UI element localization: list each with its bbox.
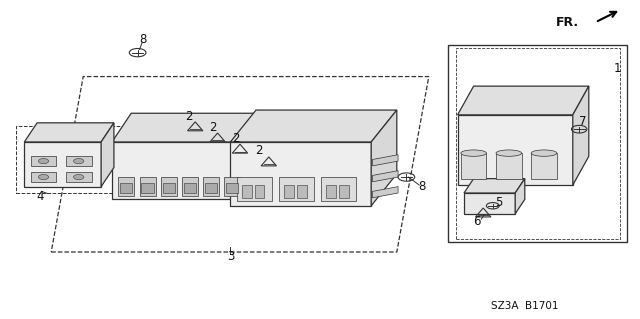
Bar: [226, 183, 238, 193]
Bar: [461, 153, 486, 179]
Bar: [242, 185, 252, 198]
Text: 3: 3: [227, 250, 234, 263]
Bar: [66, 156, 92, 166]
Text: 8: 8: [140, 33, 147, 46]
Polygon shape: [101, 123, 114, 187]
Text: 2: 2: [232, 132, 239, 145]
Bar: [255, 185, 264, 198]
Ellipse shape: [461, 150, 486, 156]
Text: FR.: FR.: [556, 16, 579, 29]
Polygon shape: [112, 113, 272, 142]
Polygon shape: [372, 155, 398, 166]
Polygon shape: [371, 110, 397, 206]
Polygon shape: [230, 110, 397, 142]
Bar: [141, 183, 154, 193]
Bar: [16, 126, 122, 193]
Circle shape: [38, 174, 49, 180]
Polygon shape: [464, 179, 525, 193]
Bar: [326, 185, 336, 198]
Circle shape: [74, 159, 84, 164]
Bar: [456, 48, 620, 239]
Bar: [118, 177, 134, 196]
Bar: [321, 177, 356, 201]
Bar: [284, 185, 294, 198]
Bar: [163, 183, 175, 193]
Bar: [31, 172, 56, 182]
Text: 2: 2: [209, 121, 216, 134]
Bar: [66, 172, 92, 182]
Text: 7: 7: [579, 115, 586, 128]
Bar: [31, 156, 56, 166]
Bar: [224, 177, 240, 196]
Polygon shape: [372, 187, 398, 198]
Bar: [184, 183, 196, 193]
Bar: [448, 45, 627, 242]
Bar: [203, 177, 219, 196]
Circle shape: [38, 159, 49, 164]
Polygon shape: [458, 86, 589, 115]
Polygon shape: [464, 193, 515, 214]
Text: SZ3A  B1701: SZ3A B1701: [491, 301, 559, 311]
Polygon shape: [515, 179, 525, 214]
Bar: [205, 183, 217, 193]
Text: 8: 8: [419, 180, 426, 193]
Bar: [531, 153, 557, 179]
Text: 2: 2: [255, 144, 262, 157]
Polygon shape: [24, 123, 114, 142]
Ellipse shape: [496, 150, 522, 156]
Bar: [182, 177, 198, 196]
Polygon shape: [230, 142, 371, 206]
Polygon shape: [253, 113, 272, 199]
Text: 2: 2: [185, 110, 193, 123]
Circle shape: [74, 174, 84, 180]
Bar: [120, 183, 132, 193]
Polygon shape: [24, 142, 101, 187]
Polygon shape: [372, 171, 398, 182]
Bar: [237, 177, 272, 201]
Bar: [496, 153, 522, 179]
Text: 6: 6: [473, 215, 481, 228]
Bar: [339, 185, 349, 198]
Text: 4: 4: [36, 190, 44, 203]
Bar: [161, 177, 177, 196]
Text: 5: 5: [495, 196, 503, 209]
Bar: [297, 185, 307, 198]
Bar: [140, 177, 156, 196]
Polygon shape: [573, 86, 589, 185]
Polygon shape: [112, 142, 253, 199]
Bar: [279, 177, 314, 201]
Ellipse shape: [531, 150, 557, 156]
Text: 1: 1: [614, 62, 621, 75]
Polygon shape: [458, 115, 573, 185]
